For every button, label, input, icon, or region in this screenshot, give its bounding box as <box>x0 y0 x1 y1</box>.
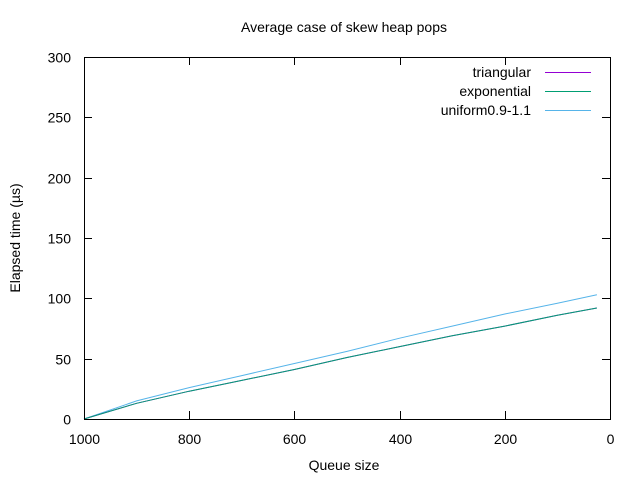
x-axis-ticks: 1000 800 600 400 200 0 <box>69 57 615 447</box>
x-tick-label: 200 <box>494 431 518 447</box>
legend-label: exponential <box>459 83 531 99</box>
y-tick-label: 250 <box>48 110 72 126</box>
x-tick-label: 1000 <box>69 431 100 447</box>
y-tick-label: 0 <box>63 412 71 428</box>
x-axis-label: Queue size <box>309 457 380 473</box>
legend-label: triangular <box>473 64 532 80</box>
y-axis-ticks: 0 50 100 150 200 250 300 <box>48 50 610 428</box>
series-line-triangular <box>83 307 597 420</box>
chart-title: Average case of skew heap pops <box>241 19 447 35</box>
legend: triangular exponential uniform0.9-1.1 <box>441 64 591 118</box>
y-tick-label: 150 <box>48 231 72 247</box>
y-tick-label: 200 <box>48 171 72 187</box>
y-tick-label: 300 <box>48 50 72 66</box>
y-tick-label: 50 <box>55 352 71 368</box>
y-axis-label: Elapsed time (µs) <box>7 183 23 292</box>
y-tick-label: 100 <box>48 291 72 307</box>
series-lines <box>83 294 598 420</box>
series-line-exponential <box>83 307 597 420</box>
x-tick-label: 800 <box>178 431 202 447</box>
series-line-uniform0-9-1-1 <box>83 294 598 420</box>
x-tick-label: 0 <box>607 431 615 447</box>
x-tick-label: 400 <box>389 431 413 447</box>
plot-area-frame <box>84 57 611 420</box>
legend-label: uniform0.9-1.1 <box>441 102 531 118</box>
x-tick-label: 600 <box>283 431 307 447</box>
